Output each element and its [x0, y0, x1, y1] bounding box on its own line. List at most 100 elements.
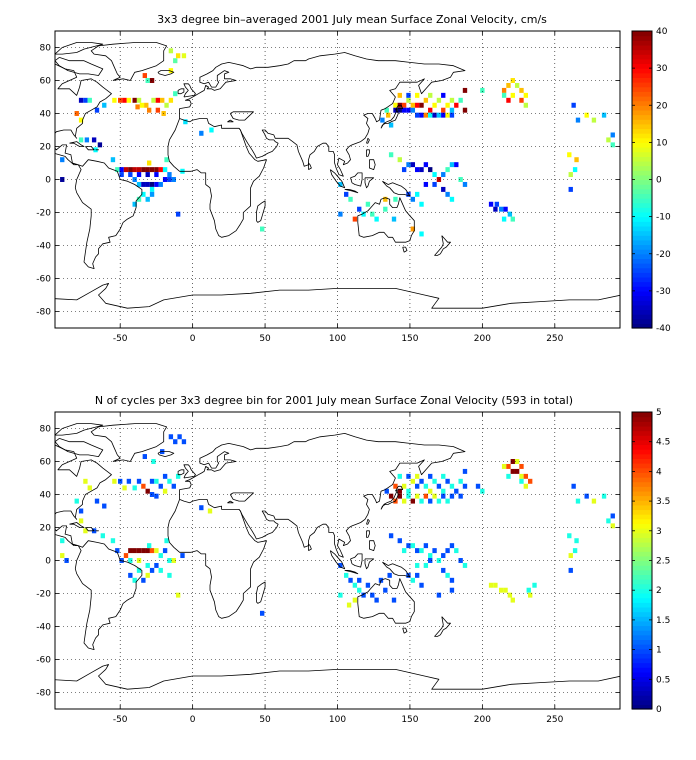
bin-cell	[436, 112, 442, 118]
bin-cell	[410, 498, 416, 504]
bin-cell	[519, 473, 524, 479]
y-tick-label: -40	[36, 242, 51, 252]
bin-cell	[523, 102, 529, 108]
colorbar-segment	[632, 486, 652, 492]
colorbar-segment	[632, 170, 652, 176]
bin-cell	[436, 498, 442, 504]
bin-cell	[126, 97, 132, 103]
colorbar-segment	[632, 276, 652, 283]
coastline	[366, 530, 370, 538]
colorbar-segment	[632, 662, 652, 668]
bin-cell	[154, 493, 159, 499]
colorbar-segment	[632, 230, 652, 236]
bin-cell	[475, 483, 481, 489]
bin-cell	[344, 191, 349, 197]
bin-cell	[78, 137, 84, 143]
colorbar-segment	[632, 653, 652, 659]
bin-cell	[506, 473, 511, 479]
coastline	[308, 162, 312, 170]
colorbar-segment	[632, 439, 652, 446]
bin-cell	[168, 48, 174, 54]
bin-cell	[397, 493, 402, 499]
colorbar-segment	[632, 579, 652, 585]
bin-cell	[432, 181, 437, 187]
colorbar-tick-label: 40	[656, 27, 668, 37]
y-tick-label: 20	[40, 524, 52, 534]
bin-cell	[436, 177, 442, 182]
bin-cell	[100, 533, 105, 539]
bin-cell	[132, 177, 137, 182]
colorbar-segment	[632, 611, 652, 617]
colorbar-segment	[632, 63, 652, 69]
colorbar-segment	[632, 35, 652, 41]
bin-cell	[60, 553, 65, 559]
bin-cell	[568, 553, 573, 559]
bin-cell	[93, 147, 98, 153]
coastline	[434, 235, 451, 256]
x-tick-label: -50	[113, 334, 128, 344]
coastline	[368, 540, 376, 551]
bin-cell	[428, 498, 433, 504]
coastline	[402, 627, 408, 634]
colorbar-segment	[632, 58, 652, 65]
bin-cell	[115, 167, 120, 173]
colorbar-segment	[632, 620, 652, 627]
bin-cell	[132, 577, 137, 583]
bin-cell	[136, 478, 142, 484]
bin-cell	[119, 167, 124, 173]
bin-cell	[112, 478, 117, 484]
bin-cell	[610, 513, 615, 519]
bin-cell	[428, 473, 433, 479]
colorbar-segment	[632, 263, 652, 269]
bin-cell	[388, 122, 394, 128]
bin-cell	[361, 592, 366, 598]
coastline	[90, 423, 168, 462]
bin-cell	[338, 592, 343, 598]
colorbar-segment	[632, 699, 652, 705]
bin-cell	[567, 533, 572, 539]
x-tick-label: 150	[401, 715, 418, 725]
bin-cell	[510, 459, 515, 464]
bin-cell	[514, 459, 520, 464]
bin-cell	[423, 493, 429, 499]
bin-cell	[610, 132, 615, 138]
colorbar-segment	[632, 40, 652, 46]
bin-cell	[462, 483, 468, 489]
bin-cell	[574, 157, 579, 163]
bin-cell	[141, 167, 146, 173]
colorbar-tick-label: 2.5	[656, 557, 670, 567]
bin-cell	[370, 592, 375, 598]
colorbar-tick-label: 30	[656, 64, 668, 74]
bin-cell	[458, 177, 463, 182]
bin-cell	[136, 97, 142, 103]
x-tick-label: 50	[259, 334, 271, 344]
bin-cell	[357, 206, 362, 212]
y-tick-label: 60	[40, 77, 52, 87]
colorbar-segment	[632, 685, 652, 692]
bin-cell	[507, 592, 513, 598]
bin-cell	[126, 478, 132, 484]
colorbar-tick-label: 4.5	[656, 438, 670, 448]
y-tick-label: -20	[36, 209, 51, 219]
bin-cell	[449, 587, 455, 593]
bin-cell	[259, 610, 265, 616]
bin-cell	[139, 102, 145, 108]
colorbar-segment	[632, 123, 652, 130]
colorbar-segment	[632, 541, 652, 548]
colorbar-tick-label: 0	[656, 176, 662, 186]
bin-cell	[207, 508, 213, 514]
bin-cell	[128, 172, 133, 178]
bin-cell	[445, 498, 450, 504]
bin-cell	[78, 117, 84, 123]
bin-cell	[488, 201, 494, 207]
bin-cell	[348, 196, 353, 202]
coastline	[55, 664, 620, 690]
bin-cell	[458, 97, 463, 103]
coastline	[55, 444, 143, 650]
bin-cell	[162, 473, 168, 479]
x-tick-label: 200	[474, 334, 491, 344]
colorbar-segment	[632, 592, 652, 599]
coastline	[55, 423, 104, 436]
colorbar-segment	[632, 421, 652, 427]
colorbar-segment	[632, 676, 652, 682]
